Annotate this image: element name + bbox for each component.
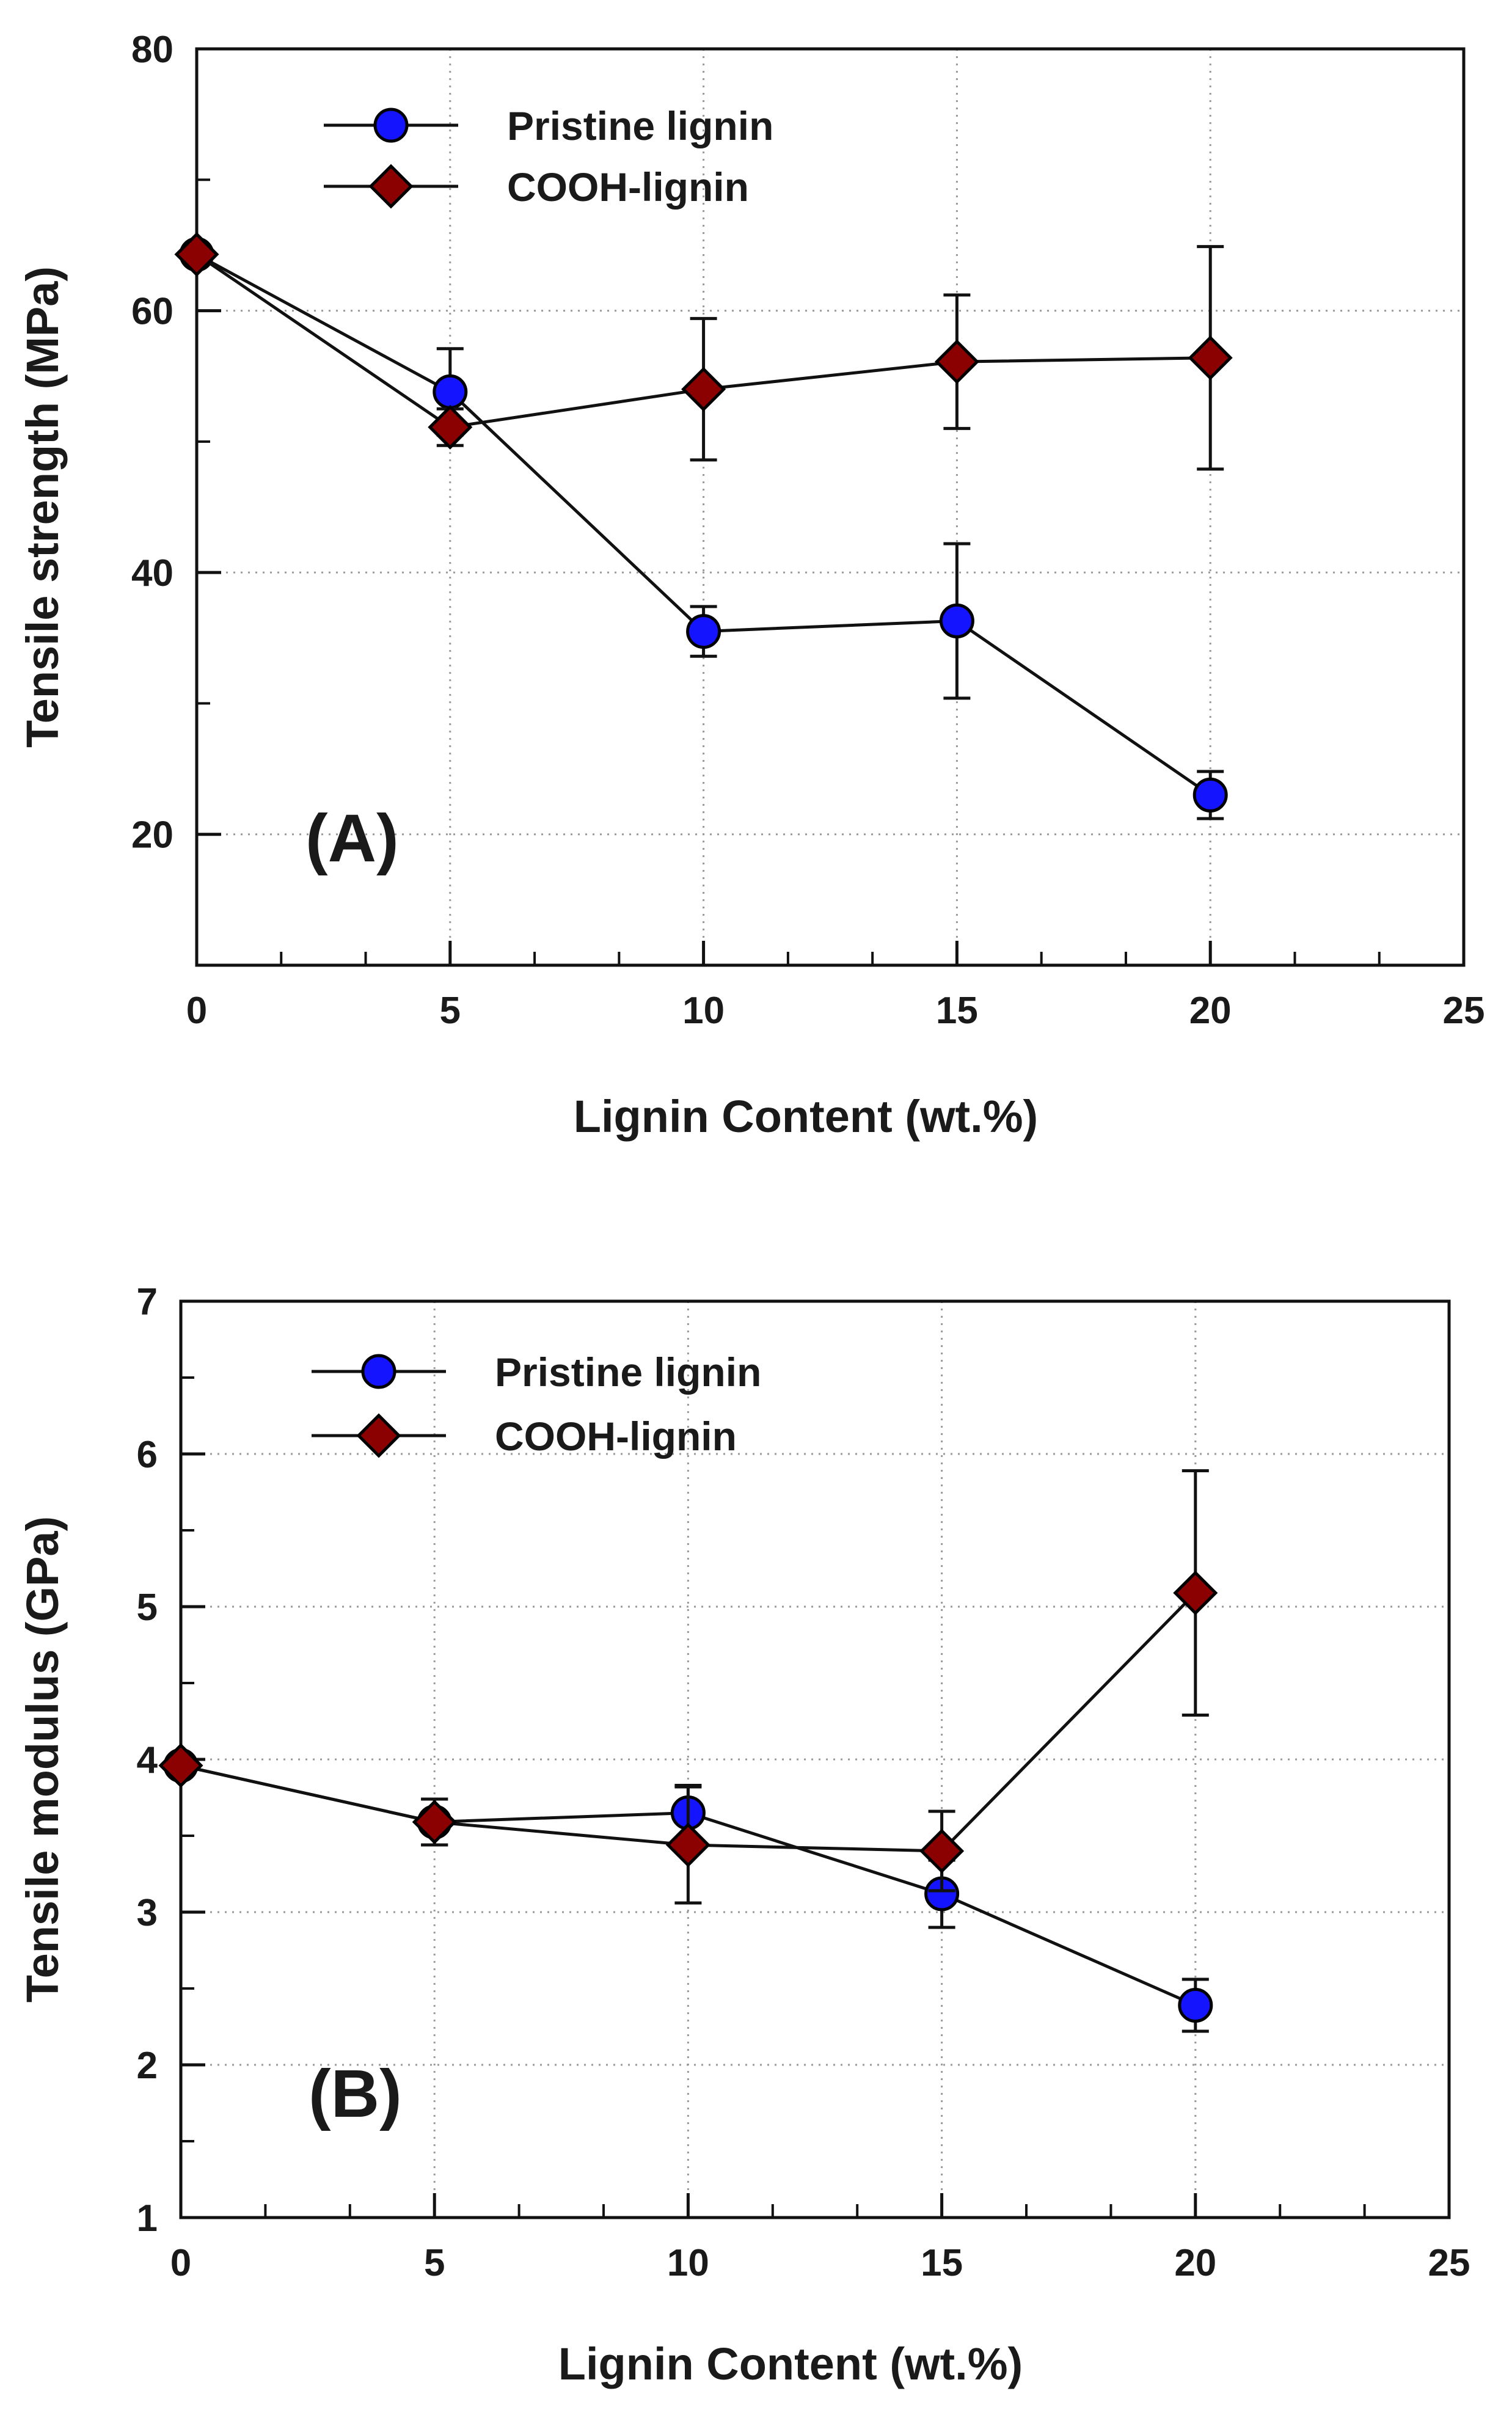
- panel-b-series-cooh-point: [1173, 1570, 1218, 1616]
- panel-b-gridlines: [181, 1301, 1449, 2218]
- panel-b-x-tick-label: 5: [424, 2242, 445, 2284]
- panel-a-x-tick-label: 20: [1189, 990, 1232, 1032]
- panel-a-legend-entry-pristine-text: Pristine lignin: [507, 103, 773, 148]
- panel-a-series-cooh-point: [934, 339, 979, 384]
- panel-a-plot-frame: [195, 47, 1466, 967]
- panel-a-x-tick-label: 25: [1443, 990, 1485, 1032]
- panel-a-y-tick-label: 60: [131, 291, 173, 333]
- panel-b-x-tick-label: 0: [170, 2242, 191, 2284]
- panel-b-x-tick-label: 10: [667, 2242, 709, 2284]
- panel-b-y-tick-label: 6: [137, 1434, 158, 1476]
- panel-a-series-cooh: [174, 232, 1233, 471]
- panel-b-series-cooh-point: [158, 1743, 203, 1788]
- panel-a-series-cooh-point: [428, 404, 473, 450]
- panel-a-x-axis-title: Lignin Content (wt.%): [574, 1091, 1038, 1142]
- panel-a-y-tick-label: 20: [131, 814, 173, 856]
- panel-b-x-tick-label: 20: [1174, 2242, 1216, 2284]
- panel-a-legend-entry-cooh-marker: [368, 164, 414, 209]
- panel-b-label: (B): [309, 2056, 402, 2131]
- panel-a-series-pristine-point: [433, 374, 468, 409]
- panel-a-x-tick-label: 5: [440, 990, 461, 1032]
- panel-a-series-cooh-point: [1188, 335, 1233, 381]
- panel-b-y-tick-label: 2: [137, 2045, 158, 2087]
- panel-a-x-tick-label: 10: [682, 990, 725, 1032]
- panel-a-x-tick-label: 15: [936, 990, 978, 1032]
- panel-b-legend-entry-cooh-text: COOH-lignin: [495, 1414, 737, 1459]
- panel-b-x-axis-title: Lignin Content (wt.%): [558, 2339, 1023, 2389]
- panel-a-series-pristine-point: [686, 614, 721, 649]
- panel-b-y-axis-title: Tensile modulus (GPa): [17, 1516, 68, 2003]
- panel-a-legend: Pristine lignin COOH-lignin: [324, 103, 773, 210]
- panel-a-y-tick-label: 40: [131, 552, 173, 594]
- panel-a-label: (A): [305, 801, 399, 876]
- panel-b-y-tick-label: 3: [137, 1892, 158, 1934]
- panel-b: 0 5 10 15 20 25 1 2 3 4 5 6 7 Lignin Content (wt.%) Te…: [17, 1281, 1470, 2389]
- panel-b-y-tick-label: 7: [137, 1281, 158, 1323]
- panel-b-legend-entry-cooh-marker: [356, 1413, 401, 1458]
- panel-a-series-pristine-point: [939, 603, 974, 638]
- panel-b-y-tick-label: 4: [137, 1739, 158, 1781]
- panel-a-y-axis-title: Tensile strength (MPa): [17, 266, 68, 748]
- panel-a: 0 5 10 15 20 25 20 40 60 80 Lignin Content (wt.%) T…: [17, 29, 1485, 1142]
- panel-b-series-pristine-point: [1178, 1988, 1213, 2023]
- panel-b-series-cooh: [158, 1469, 1218, 1905]
- panel-b-y-tick-label: 1: [137, 2197, 158, 2240]
- panel-a-series-pristine-point: [1192, 777, 1228, 812]
- panel-b-series-cooh-point: [412, 1799, 457, 1845]
- panel-b-y-tick-label: 5: [137, 1587, 158, 1629]
- panel-b-x-tick-label: 25: [1428, 2242, 1470, 2284]
- panel-a-legend-entry-pristine: Pristine lignin: [324, 103, 773, 148]
- panel-a-series-cooh-point: [174, 232, 219, 277]
- panel-a-x-tick-label: 0: [186, 990, 207, 1032]
- panel-b-x-tick-label: 15: [921, 2242, 963, 2284]
- panel-a-legend-entry-cooh-text: COOH-lignin: [507, 164, 749, 210]
- panel-a-y-tick-label: 80: [131, 29, 173, 71]
- panel-b-legend-entry-pristine-marker: [361, 1354, 396, 1389]
- panel-b-legend-entry-pristine-text: Pristine lignin: [495, 1349, 761, 1395]
- panel-b-legend-entry-pristine: Pristine lignin: [312, 1349, 761, 1395]
- panel-b-legend-entry-cooh: COOH-lignin: [312, 1413, 737, 1459]
- panel-b-series-cooh-point: [919, 1828, 965, 1874]
- panel-b-legend: Pristine lignin COOH-lignin: [312, 1349, 761, 1459]
- panel-b-series-cooh-point: [665, 1822, 710, 1868]
- panel-a-legend-entry-cooh: COOH-lignin: [324, 164, 749, 210]
- panel-a-series-cooh-point: [681, 367, 726, 412]
- panel-a-legend-entry-pristine-marker: [373, 108, 409, 143]
